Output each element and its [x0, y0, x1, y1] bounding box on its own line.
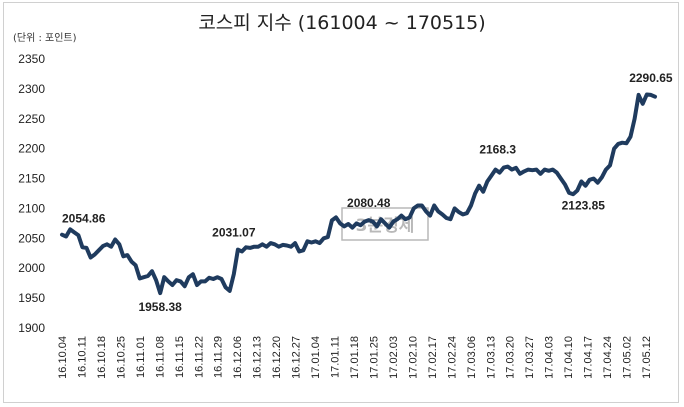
x-tick-label: 17.02.03: [388, 336, 400, 379]
x-tick-label: 17.05.12: [641, 336, 653, 379]
y-tick-label: 2100: [18, 201, 45, 215]
x-tick-label: 16.12.06: [232, 336, 244, 379]
x-tick-label: 16.11.22: [193, 336, 205, 378]
x-tick-label: 17.01.18: [349, 336, 361, 379]
data-label: 2168.3: [479, 143, 516, 157]
x-tick-label: 16.12.20: [271, 336, 283, 379]
chart-frame: [3, 2, 679, 403]
x-tick-label: 16.10.04: [57, 336, 69, 379]
y-tick-label: 1950: [18, 291, 45, 305]
kospi-series-line: [60, 92, 657, 296]
y-tick-label: 2150: [18, 172, 45, 186]
x-tick-label: 17.04.03: [544, 336, 556, 379]
data-label: 2054.86: [62, 212, 106, 226]
x-tick-label: 16.12.27: [291, 336, 303, 379]
x-tick-label: 17.04.10: [563, 336, 575, 379]
x-tick-label: 17.04.24: [602, 336, 614, 379]
data-label: 2290.65: [629, 71, 673, 85]
x-tick-label: 17.04.17: [583, 336, 595, 379]
x-tick-label: 17.02.10: [407, 336, 419, 379]
chart-title: 코스피 지수 (161004 ~ 170515): [198, 12, 485, 34]
x-tick-label: 17.03.27: [524, 336, 536, 379]
x-tick-label: 17.01.04: [310, 336, 322, 379]
x-tick-label: 16.10.18: [96, 336, 108, 379]
x-tick-label: 16.12.13: [252, 336, 264, 379]
x-tick-label: 17.01.25: [368, 336, 380, 379]
x-tick-label: 16.11.15: [174, 336, 186, 378]
y-tick-label: 2300: [18, 82, 45, 96]
x-tick-label: 17.03.06: [466, 336, 478, 379]
x-tick-label: 17.01.11: [330, 336, 342, 378]
x-tick-label: 16.11.01: [135, 336, 147, 378]
x-tick-label: 17.02.17: [427, 336, 439, 379]
data-label: 1958.38: [138, 300, 182, 314]
x-tick-label: 16.10.25: [115, 336, 127, 379]
x-tick-label: 17.02.24: [446, 336, 458, 379]
x-tick-label: 16.11.29: [213, 336, 225, 378]
y-tick-label: 2350: [18, 52, 45, 66]
data-label: 2080.48: [347, 196, 391, 210]
x-tick-label: 17.03.20: [505, 336, 517, 379]
data-label: 2123.85: [562, 199, 606, 213]
y-axis-ticks: 2350 2300 2250 2200 2150 2100 2050 2000 1950 1900: [18, 52, 45, 335]
y-tick-label: 2250: [18, 112, 45, 126]
y-tick-label: 2200: [18, 142, 45, 156]
x-axis-ticks: 16.10.04 16.10.11 16.10.18 16.10.25 16.11.01…: [57, 336, 653, 379]
y-tick-label: 1900: [18, 321, 45, 335]
data-label: 2031.07: [212, 226, 256, 240]
x-tick-label: 16.11.08: [154, 336, 166, 378]
x-tick-label: 16.10.11: [76, 336, 88, 378]
unit-label: (단위 : 포인트): [13, 31, 77, 44]
y-tick-label: 2000: [18, 261, 45, 275]
y-tick-label: 2050: [18, 231, 45, 245]
x-tick-label: 17.05.02: [622, 336, 634, 379]
x-tick-label: 17.03.13: [485, 336, 497, 379]
data-labels: 2054.86 1958.38 2031.07 2080.48 2168.3 2123.8…: [62, 71, 673, 314]
